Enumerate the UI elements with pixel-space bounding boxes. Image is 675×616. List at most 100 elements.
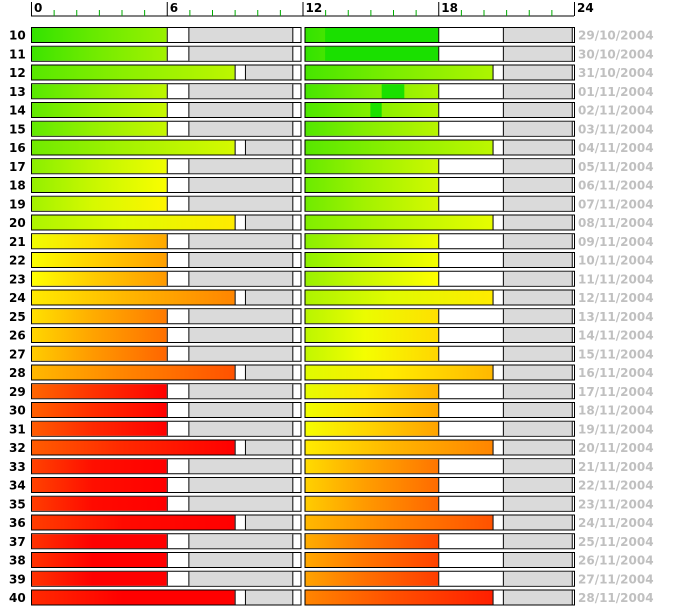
row-left-gray — [189, 328, 293, 342]
row-left-gray — [189, 346, 293, 361]
row-right-gray — [503, 103, 572, 117]
row-left-bar — [32, 346, 167, 361]
chart-row: 19 07/11/2004 — [9, 195, 654, 212]
chart-row: 32 20/11/2004 — [9, 439, 654, 456]
row-left-bar — [32, 590, 235, 605]
row-right-bar — [305, 571, 439, 586]
row-right-gray — [503, 384, 572, 399]
row-label: 21 — [9, 235, 26, 249]
row-label: 19 — [9, 197, 26, 211]
row-date-label: 11/11/2004 — [578, 272, 654, 286]
row-right-bar — [305, 309, 439, 324]
row-left-bar — [32, 215, 235, 230]
row-date-label: 04/11/2004 — [578, 141, 654, 155]
row-left-bar — [32, 384, 167, 399]
row-label: 18 — [9, 179, 26, 193]
row-right-bar — [305, 496, 439, 511]
row-left-bar — [32, 253, 167, 267]
row-right-gray — [503, 196, 572, 211]
row-right-gray — [503, 215, 572, 230]
row-label: 36 — [9, 516, 26, 530]
row-label: 26 — [9, 329, 26, 343]
row-right-gray — [503, 159, 572, 174]
row-right-bar — [305, 440, 493, 455]
row-left-gray — [245, 440, 293, 455]
chart-row: 26 14/11/2004 — [9, 327, 654, 343]
row-left-gray — [189, 534, 293, 549]
row-left-gray — [245, 590, 293, 605]
row-right-bar — [305, 65, 493, 80]
row-left-bar — [32, 159, 167, 174]
row-left-gray — [189, 196, 293, 211]
row-right-gray — [503, 290, 572, 305]
row-left-bar — [32, 196, 167, 211]
row-left-bar — [32, 46, 167, 61]
chart-row: 36 24/11/2004 — [9, 514, 654, 531]
row-left-bar — [32, 459, 167, 474]
chart-row: 17 05/11/2004 — [9, 158, 654, 175]
row-date-label: 15/11/2004 — [578, 347, 654, 361]
row-left-bar — [32, 271, 167, 286]
x-tick-label: 0 — [34, 1, 42, 15]
row-right-gray — [503, 459, 572, 474]
row-label: 20 — [9, 216, 26, 230]
row-right-bar — [305, 121, 439, 136]
row-left-gray — [189, 403, 293, 417]
row-date-label: 14/11/2004 — [578, 329, 654, 343]
chart-row: 21 09/11/2004 — [9, 233, 654, 250]
row-right-gray — [503, 421, 572, 436]
chart-row: 23 11/11/2004 — [9, 270, 654, 287]
row-date-label: 24/11/2004 — [578, 516, 654, 530]
row-right-bar — [305, 553, 439, 567]
row-label: 30 — [9, 404, 26, 418]
chart-row: 16 04/11/2004 — [9, 139, 654, 156]
row-right-highlight — [381, 84, 405, 99]
chart-row: 24 12/11/2004 — [9, 289, 654, 306]
row-label: 27 — [9, 347, 26, 361]
row-right-gray — [503, 65, 572, 80]
chart-row: 40 28/11/2004 — [9, 589, 654, 606]
row-date-label: 20/11/2004 — [578, 441, 654, 455]
row-right-bar — [305, 590, 493, 605]
row-left-bar — [32, 496, 167, 511]
chart-row: 39 27/11/2004 — [9, 570, 654, 587]
row-right-gray — [503, 571, 572, 586]
row-right-bar — [305, 534, 439, 549]
chart-row: 33 21/11/2004 — [9, 458, 654, 475]
row-date-label: 10/11/2004 — [578, 254, 654, 268]
row-right-gray — [503, 140, 572, 155]
row-date-label: 02/11/2004 — [578, 104, 654, 118]
row-right-gray — [503, 365, 572, 380]
row-date-label: 28/11/2004 — [578, 591, 654, 605]
row-left-gray — [245, 215, 293, 230]
row-date-label: 31/10/2004 — [578, 66, 654, 80]
row-right-gray — [503, 271, 572, 286]
row-date-label: 08/11/2004 — [578, 216, 654, 230]
row-date-label: 06/11/2004 — [578, 179, 654, 193]
chart-row: 18 06/11/2004 — [9, 177, 654, 193]
chart-row: 30 18/11/2004 — [9, 402, 654, 418]
row-left-bar — [32, 103, 167, 117]
row-left-bar — [32, 421, 167, 436]
row-right-gray — [503, 84, 572, 99]
row-label: 14 — [9, 104, 26, 118]
chart-row: 15 03/11/2004 — [9, 120, 654, 137]
chart-row: 28 16/11/2004 — [9, 364, 654, 381]
row-date-label: 09/11/2004 — [578, 235, 654, 249]
row-label: 37 — [9, 535, 26, 549]
row-date-label: 16/11/2004 — [578, 366, 654, 380]
row-right-bar — [305, 271, 439, 286]
chart-row: 29 17/11/2004 — [9, 383, 654, 400]
row-right-bar — [305, 253, 439, 267]
row-date-label: 01/11/2004 — [578, 85, 654, 99]
row-right-gray — [503, 328, 572, 342]
x-tick-label: 6 — [170, 1, 178, 15]
row-date-label: 25/11/2004 — [578, 535, 654, 549]
row-right-gray — [503, 590, 572, 605]
row-label: 29 — [9, 385, 26, 399]
row-left-gray — [189, 178, 293, 192]
row-left-gray — [189, 478, 293, 492]
row-left-gray — [245, 515, 293, 530]
row-label: 28 — [9, 366, 26, 380]
